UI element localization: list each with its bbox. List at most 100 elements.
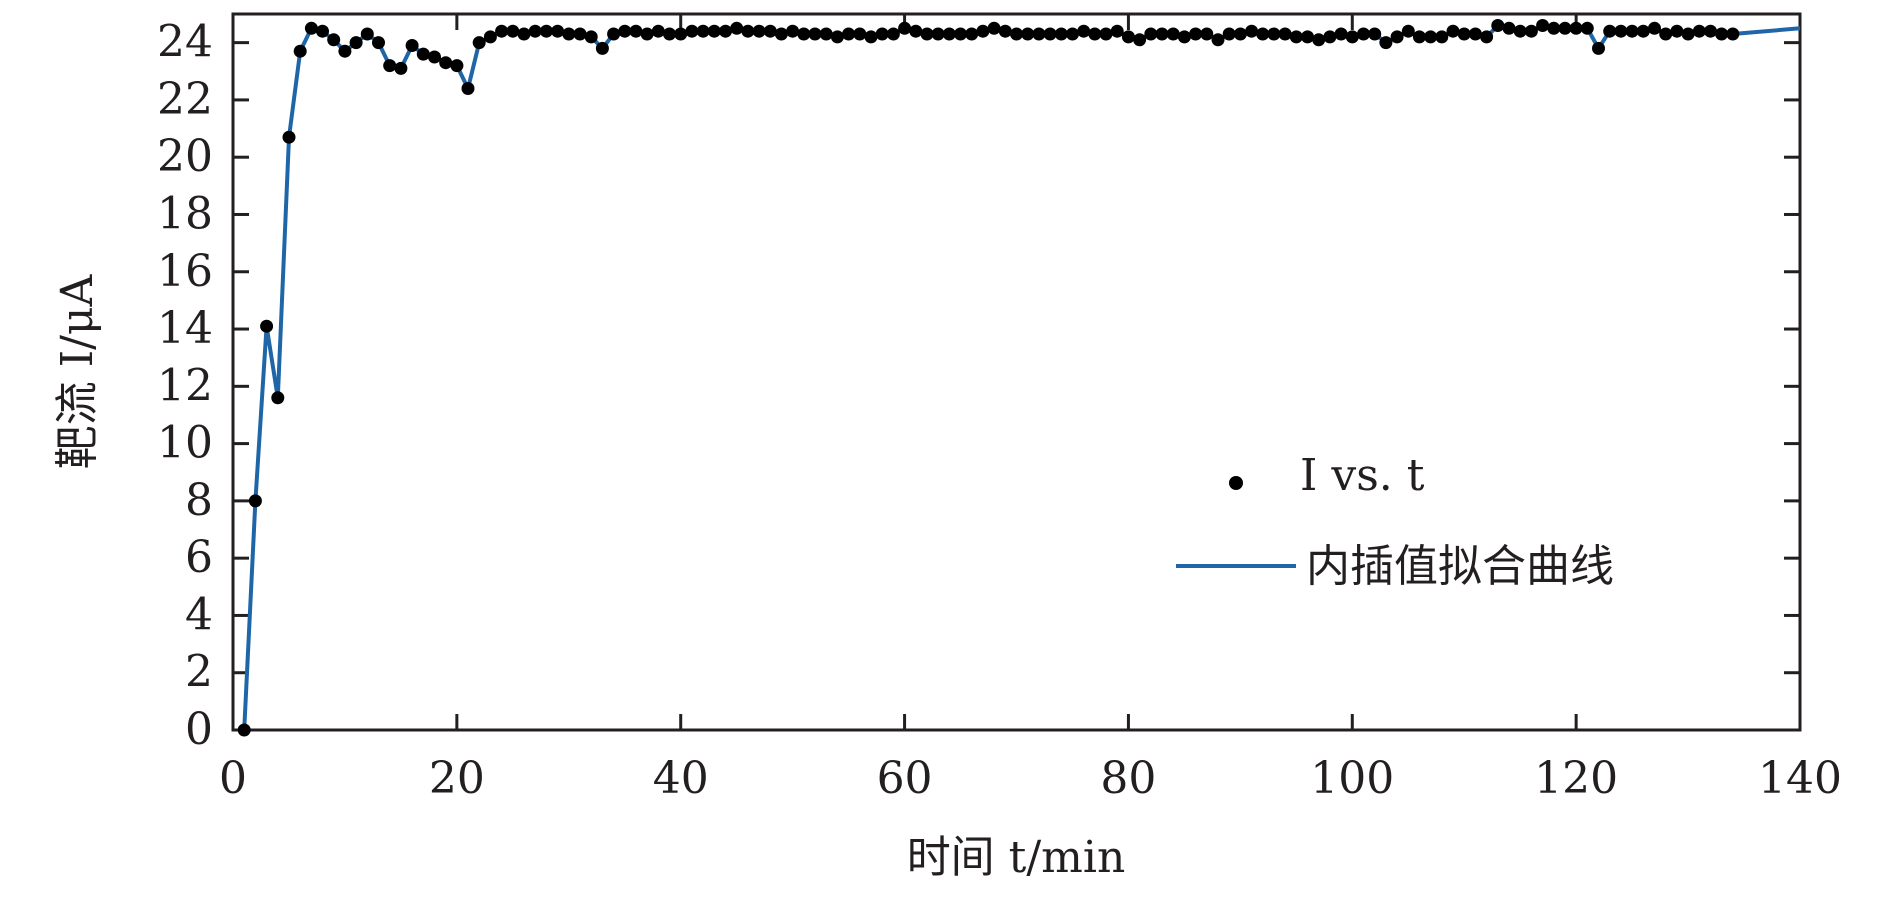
y-tick-label: 8 (185, 475, 213, 526)
data-point (1010, 27, 1023, 41)
data-point (584, 30, 598, 44)
data-point (595, 41, 609, 55)
data-point (1659, 27, 1673, 41)
data-point (853, 27, 867, 41)
data-point (774, 27, 788, 41)
data-point (1412, 30, 1426, 44)
axis-ticks (231, 14, 1802, 732)
data-point (1480, 30, 1494, 44)
data-point (898, 21, 912, 35)
data-point (942, 27, 956, 41)
x-tick-label: 120 (1534, 753, 1618, 804)
data-point (685, 24, 699, 38)
x-tick-label: 80 (1100, 753, 1156, 804)
data-point (1155, 27, 1169, 41)
fit-curve-line (242, 23, 1801, 731)
data-point (1099, 27, 1113, 41)
data-point (1312, 33, 1326, 47)
data-point (1200, 27, 1214, 41)
data-point (1222, 27, 1236, 41)
legend-label-line: 内插值拟合曲线 (1306, 541, 1614, 592)
data-point (271, 391, 285, 405)
data-point (1267, 27, 1281, 41)
y-tick-label: 22 (157, 74, 213, 125)
data-point (1390, 30, 1404, 44)
data-point (394, 61, 408, 75)
data-point (1670, 24, 1684, 38)
data-point (1357, 27, 1370, 41)
data-point (450, 59, 464, 73)
data-point (965, 27, 979, 41)
data-point (909, 24, 923, 38)
legend-label-points: I vs. t (1300, 450, 1425, 501)
data-point (472, 36, 486, 50)
data-point (248, 494, 262, 508)
data-point (629, 24, 643, 38)
data-point (954, 27, 967, 41)
data-point (830, 30, 844, 44)
data-point (752, 24, 766, 38)
data-point (428, 50, 441, 64)
fit-curve-series (242, 23, 1801, 731)
data-point (618, 24, 632, 38)
data-point (1614, 24, 1628, 38)
data-point (1435, 30, 1449, 44)
data-point (786, 24, 800, 38)
data-point (1133, 33, 1147, 47)
data-point (1289, 30, 1303, 44)
data-point (1088, 27, 1102, 41)
y-tick-label: 16 (157, 246, 213, 297)
y-tick-label: 0 (185, 704, 213, 755)
data-point (1334, 27, 1348, 41)
data-point (439, 56, 453, 70)
data-point (875, 27, 889, 41)
data-point (998, 24, 1012, 38)
data-point (1648, 21, 1661, 35)
data-point (1245, 24, 1259, 38)
data-point (1468, 27, 1482, 41)
data-point (696, 24, 710, 38)
data-point (551, 24, 565, 38)
x-tick-label: 20 (429, 753, 485, 804)
data-point (316, 24, 329, 38)
data-point (1726, 27, 1740, 41)
plot-frame (231, 12, 1802, 732)
data-point (1558, 21, 1572, 35)
data-point (528, 24, 542, 38)
data-point (349, 36, 363, 50)
data-point (842, 27, 856, 41)
data-point (416, 47, 430, 61)
y-tick-label: 2 (185, 647, 213, 698)
y-tick-label: 20 (157, 131, 213, 182)
data-point (920, 27, 934, 41)
data-point (260, 319, 274, 333)
y-axis-title: 靶流 I/μA (52, 273, 103, 469)
data-point (1054, 27, 1068, 41)
y-tick-label: 12 (157, 360, 213, 411)
y-tick-label: 10 (157, 418, 213, 469)
data-point (741, 24, 755, 38)
data-point (1166, 27, 1180, 41)
x-tick-label: 100 (1310, 753, 1394, 804)
data-point (282, 130, 296, 144)
data-point (1424, 30, 1438, 44)
data-point (1256, 27, 1270, 41)
x-tick-label: 60 (877, 753, 933, 804)
x-tick-label: 40 (653, 753, 709, 804)
data-point (651, 24, 665, 38)
data-point (1323, 30, 1337, 44)
data-point (1692, 24, 1706, 38)
data-point (1401, 24, 1415, 38)
data-point (1121, 30, 1135, 44)
data-point (1524, 24, 1538, 38)
data-point (1032, 27, 1046, 41)
data-point (1636, 24, 1650, 38)
data-point (1379, 36, 1393, 50)
data-point (1446, 24, 1460, 38)
data-point (1592, 41, 1605, 55)
data-point (1144, 27, 1158, 41)
data-point (1715, 27, 1729, 41)
data-point (1569, 21, 1583, 35)
data-point (1625, 24, 1639, 38)
